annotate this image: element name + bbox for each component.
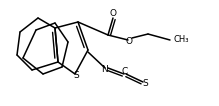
- Text: N: N: [101, 66, 107, 75]
- Text: S: S: [73, 72, 79, 80]
- Text: C: C: [122, 68, 128, 77]
- Text: S: S: [142, 80, 148, 89]
- Text: CH₃: CH₃: [174, 34, 189, 43]
- Text: O: O: [125, 36, 132, 45]
- Text: O: O: [110, 10, 117, 19]
